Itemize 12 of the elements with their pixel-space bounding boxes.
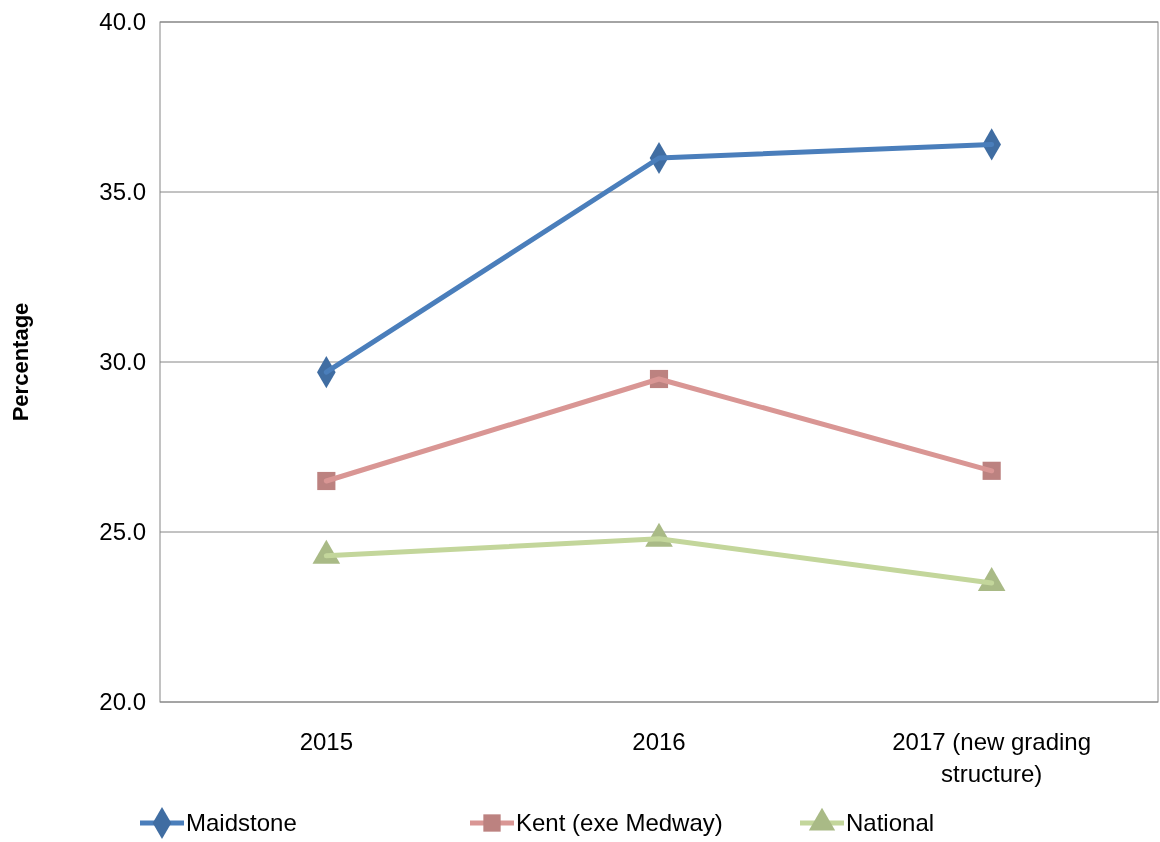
legend-label: Kent (exe Medway) bbox=[516, 809, 723, 837]
y-axis-title: Percentage bbox=[8, 302, 33, 422]
x-tick-label: 2015 bbox=[299, 728, 354, 755]
y-tick-label: 35.0 bbox=[99, 178, 146, 206]
legend-label: National bbox=[846, 809, 935, 837]
x-tick-label: 2017 (new grading structure) bbox=[892, 728, 1092, 787]
legend-label: Maidstone bbox=[186, 809, 297, 837]
y-tick-label: 25.0 bbox=[99, 518, 146, 546]
y-tick-label: 40.0 bbox=[99, 8, 146, 36]
y-tick-label: 30.0 bbox=[99, 348, 146, 376]
x-tick-label: 2016 bbox=[632, 728, 686, 755]
y-tick-label: 20.0 bbox=[99, 688, 146, 716]
